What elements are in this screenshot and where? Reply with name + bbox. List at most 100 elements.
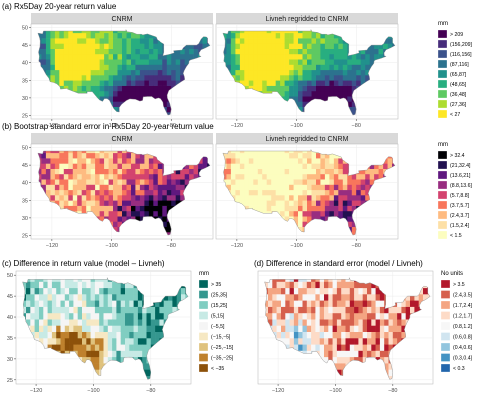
grid-cell [148, 59, 154, 65]
grid-cell [388, 369, 394, 376]
map-a-livneh: −120 −100 −80 [215, 23, 399, 129]
grid-cell [349, 312, 355, 320]
grid-cell [86, 29, 91, 34]
grid-cell [108, 163, 114, 169]
grid-cell [172, 300, 177, 307]
grid-cell [54, 200, 60, 206]
grid-cell [108, 80, 114, 86]
grid-cell [383, 43, 388, 49]
grid-cell [68, 195, 74, 201]
grid-cell [108, 32, 114, 39]
grid-cell [280, 59, 285, 65]
grid-cell [362, 331, 368, 339]
grid-cell [68, 173, 74, 180]
grid-cell [64, 294, 70, 301]
grid-cell [298, 69, 303, 76]
grid-cell [239, 29, 245, 34]
grid-cell [275, 64, 281, 71]
grid-cell [235, 152, 241, 159]
grid-cell [280, 75, 285, 81]
legend-b-label: (8.8,13.6] [450, 183, 472, 189]
grid-cell [137, 325, 143, 332]
grid-cell [360, 179, 366, 185]
grid-cell [104, 48, 109, 55]
grid-cell [362, 325, 368, 332]
grid-cell [289, 69, 294, 76]
grid-cell [51, 281, 57, 289]
grid-cell [293, 184, 299, 191]
grid-cell [302, 64, 308, 71]
grid-cell [347, 179, 353, 185]
grid-cell [63, 189, 69, 196]
grid-cell [266, 64, 272, 71]
grid-cell [316, 69, 321, 76]
grid-cell [375, 319, 381, 326]
grid-cell [354, 281, 359, 289]
grid-cell [137, 319, 143, 326]
grid-cell [235, 53, 241, 60]
grid-cell [122, 29, 127, 34]
grid-cell [126, 152, 132, 159]
grid-cell [342, 163, 348, 169]
grid-cell [116, 338, 121, 345]
grid-cell [99, 179, 105, 185]
grid-cell [349, 350, 355, 358]
grid-cell [244, 53, 250, 60]
grid-cell [112, 331, 117, 339]
grid-cell [374, 48, 379, 55]
legend-c-label: (−35,−25] [211, 356, 234, 362]
grid-cell [351, 232, 357, 236]
grid-cell [298, 300, 303, 307]
grid-cell [43, 281, 48, 289]
grid-cell [289, 189, 294, 196]
grid-cell [285, 312, 290, 320]
grid-cell [153, 184, 159, 191]
grid-cell [163, 312, 169, 320]
grid-cell [113, 32, 118, 39]
grid-cell [148, 163, 154, 169]
grid-cell [72, 205, 78, 212]
legend-a-label: (36,48] [450, 92, 467, 98]
grid-cell [166, 179, 172, 185]
grid-cell [86, 149, 91, 154]
grid-cell [307, 210, 312, 217]
grid-cell [99, 163, 105, 169]
grid-cell [329, 38, 335, 44]
grid-cell [139, 210, 145, 217]
grid-cell [72, 158, 78, 164]
grid-cell [356, 53, 361, 60]
grid-cell [47, 344, 53, 351]
grid-cell [307, 96, 312, 102]
grid-cell [332, 331, 338, 339]
grid-cell [358, 350, 363, 358]
grid-cell [307, 53, 312, 60]
grid-cell [253, 163, 259, 169]
grid-cell [328, 277, 333, 282]
grid-cell [159, 306, 164, 314]
grid-cell [401, 331, 406, 339]
grid-cell [307, 184, 312, 191]
grid-cell [142, 363, 147, 370]
grid-cell [226, 38, 232, 44]
grid-cell [342, 195, 348, 201]
grid-cell [302, 200, 308, 206]
map-b-livneh: −120 −100 −80 [215, 143, 399, 249]
grid-cell [34, 319, 40, 326]
grid-cell [108, 158, 114, 164]
grid-cell [351, 106, 357, 113]
grid-cell [86, 168, 91, 175]
grid-cell [103, 319, 109, 326]
grid-cell [126, 200, 132, 206]
grid-cell [43, 344, 48, 351]
grid-cell [336, 287, 342, 295]
grid-cell [125, 306, 130, 314]
grid-cell [315, 338, 320, 345]
grid-cell [298, 29, 303, 34]
grid-cell [248, 53, 254, 60]
grid-cell [72, 75, 78, 81]
legend-b-swatch [437, 160, 448, 170]
grid-cell [126, 195, 132, 201]
grid-cell [77, 173, 82, 180]
grid-cell [280, 189, 285, 196]
grid-cell [275, 152, 281, 159]
